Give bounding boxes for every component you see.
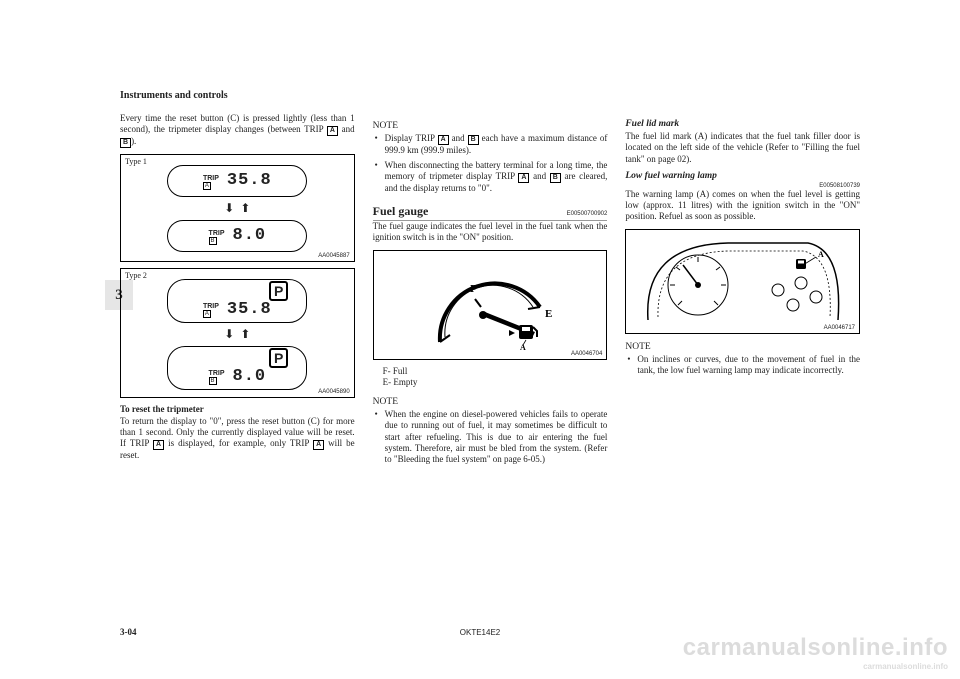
watermark-text: carmanualsonline.info (683, 634, 948, 661)
figure-warning-lamp: A AA0046717 (625, 229, 860, 334)
figure-fuel-gauge: F E A AA0046704 (373, 250, 608, 360)
text: and (449, 133, 468, 143)
page-body: Instruments and controls Every time the … (120, 90, 860, 590)
arrows-icon: ⬇ ⬆ (127, 327, 348, 342)
reset-para: To return the display to "0", press the … (120, 416, 355, 461)
p-icon: P (269, 281, 288, 301)
figure-code: AA0046704 (571, 351, 602, 357)
fuel-gauge-svg: F E A (415, 257, 565, 352)
section-code: E00500700902 (567, 211, 608, 217)
watermark: carmanualsonline.info carmanualsonline.i… (683, 634, 948, 671)
figure-type2: Type 2 P TRIPA 35.8 ⬇ ⬆ P TRIPB 8.0 (120, 268, 355, 398)
digits: 8.0 (233, 226, 267, 245)
text: and (529, 171, 549, 181)
fuel-gauge-head: Fuel gauge E00500700902 (373, 204, 608, 221)
trip-b-icon: B (120, 138, 131, 148)
lcd-trip-b: P TRIPB 8.0 (167, 346, 307, 390)
column-2: NOTE Display TRIP A and B each have a ma… (373, 113, 608, 469)
note-head: NOTE (373, 397, 608, 407)
note-list: On inclines or curves, due to the moveme… (625, 354, 860, 377)
figure-type1: Type 1 TRIPA 35.8 ⬇ ⬆ TRIPB 8.0 AA004588… (120, 154, 355, 262)
p-icon: P (269, 348, 288, 368)
head-text: Low fuel warning lamp (625, 171, 717, 181)
trip-a-icon: A (438, 135, 449, 145)
digits: 35.8 (227, 171, 272, 190)
legend: F- Full E- Empty (383, 366, 608, 389)
text: ). (131, 136, 136, 146)
trip-b-icon: B (550, 173, 561, 183)
type-label: Type 2 (125, 271, 147, 280)
arrows-icon: ⬇ ⬆ (127, 201, 348, 216)
note-list: When the engine on diesel-powered vehicl… (373, 409, 608, 465)
doc-code: OKTE14E2 (460, 628, 500, 637)
lcd-trip-b: TRIPB 8.0 (167, 220, 307, 252)
column-1: Every time the reset button (C) is press… (120, 113, 355, 469)
sub: A (203, 310, 211, 318)
type-label: Type 1 (125, 157, 147, 166)
list-item: When disconnecting the battery terminal … (375, 160, 608, 194)
label: TRIP (209, 230, 225, 237)
trip-a-icon: A (153, 440, 164, 450)
svg-text:E: E (545, 308, 552, 320)
cluster-svg: A (638, 235, 848, 327)
text: is displayed, for example, only TRIP (164, 438, 313, 448)
trip-b-icon: B (468, 135, 479, 145)
label: TRIP (203, 303, 219, 310)
sub: B (209, 377, 217, 385)
columns: Every time the reset button (C) is press… (120, 113, 860, 469)
trip-a-icon: A (518, 173, 529, 183)
low-fuel-para: The warning lamp (A) comes on when the f… (625, 189, 860, 223)
page-number: 3-04 (120, 627, 137, 637)
text: Display TRIP (385, 133, 438, 143)
figure-code: AA0045887 (318, 253, 349, 259)
figure-code: AA0045890 (318, 389, 349, 395)
legend-e: E- Empty (383, 377, 608, 389)
svg-text:A: A (818, 250, 824, 259)
note-head: NOTE (625, 342, 860, 352)
list-item: On inclines or curves, due to the moveme… (627, 354, 860, 377)
label: TRIP (209, 370, 225, 377)
watermark-sub: carmanualsonline.info (683, 662, 948, 671)
list-item: Display TRIP A and B each have a maximum… (375, 133, 608, 156)
note-list: Display TRIP A and B each have a maximum… (373, 133, 608, 194)
figure-code: AA0046717 (824, 325, 855, 331)
sub: A (203, 182, 211, 190)
svg-text:F: F (470, 283, 477, 295)
trip-a-icon: A (327, 126, 338, 136)
fuel-lid-head: Fuel lid mark (625, 119, 860, 129)
text: Every time the reset button (C) is press… (120, 113, 355, 134)
lcd-trip-a: P TRIPA 35.8 (167, 279, 307, 323)
digits: 35.8 (227, 300, 272, 319)
list-item: When the engine on diesel-powered vehicl… (375, 409, 608, 465)
lcd-trip-a: TRIPA 35.8 (167, 165, 307, 197)
head-text: Fuel gauge (373, 204, 429, 219)
running-head: Instruments and controls (120, 90, 860, 101)
reset-head: To reset the tripmeter (120, 404, 355, 414)
fuel-gauge-para: The fuel gauge indicates the fuel level … (373, 221, 608, 244)
column-3: Fuel lid mark The fuel lid mark (A) indi… (625, 113, 860, 469)
text: and (338, 124, 355, 134)
sub: B (209, 237, 217, 245)
legend-f: F- Full (383, 366, 608, 378)
note-head: NOTE (373, 121, 608, 131)
fuel-lid-para: The fuel lid mark (A) indicates that the… (625, 131, 860, 165)
digits: 8.0 (233, 367, 267, 386)
trip-a-icon: A (313, 440, 324, 450)
label: TRIP (203, 175, 219, 182)
low-fuel-head: Low fuel warning lamp (625, 171, 860, 181)
trip-intro: Every time the reset button (C) is press… (120, 113, 355, 148)
